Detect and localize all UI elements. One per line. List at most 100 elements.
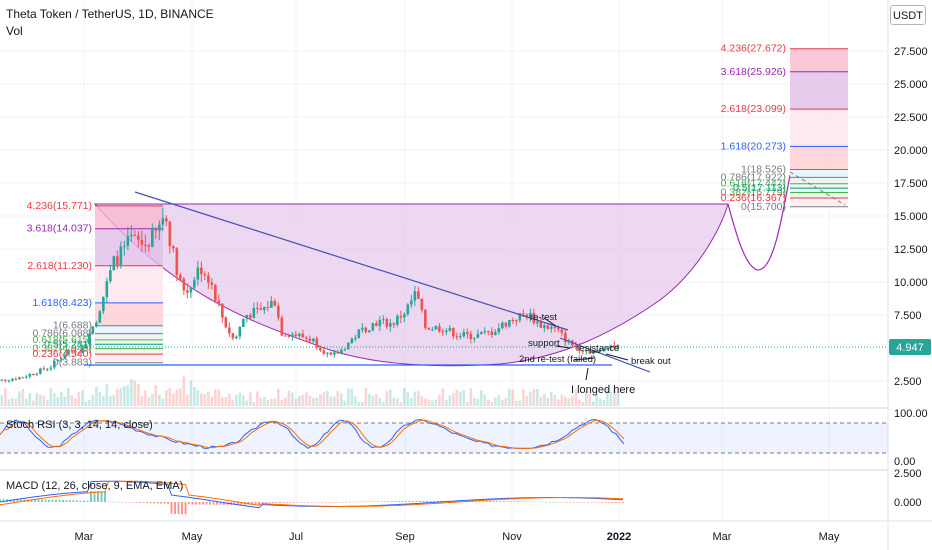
candle-body (564, 332, 567, 343)
fib-right-zone (790, 48, 848, 72)
candle-body (154, 229, 158, 231)
candle-body (434, 326, 438, 330)
volume-bar (375, 394, 378, 406)
volume-bar (140, 396, 144, 406)
macd-hist-bar (233, 502, 236, 505)
macd-tick-2500: 2.500 (894, 468, 922, 480)
macd-hist-bar (251, 502, 253, 505)
candle-body (511, 320, 515, 322)
fib-right-label: 0(15.700) (741, 201, 786, 213)
volume-label[interactable]: Vol (6, 24, 23, 38)
macd-hist-bar (569, 502, 572, 503)
price-axis[interactable]: 27.500 25.000 22.500 20.000 17.500 15.000 12.5… (894, 46, 928, 388)
macd-hist-bar (177, 502, 180, 515)
volume-bar (571, 396, 574, 406)
macd-hist-bar (296, 502, 299, 503)
volume-bar (42, 395, 46, 406)
annotation-breakout: break out (631, 356, 671, 367)
volume-bar (214, 389, 217, 406)
right-fib-trend[interactable] (789, 171, 846, 206)
volume-bar (116, 389, 119, 406)
volume-bar (130, 379, 133, 406)
candle-body (277, 305, 280, 318)
volume-bar (179, 388, 182, 406)
candle-body (18, 377, 21, 380)
macd-hist-bar (219, 502, 222, 505)
currency-button[interactable]: USDT (890, 5, 926, 25)
volume-bar (305, 392, 308, 406)
fib-right-label: 0.5(17.113) (733, 182, 786, 194)
fib-right-zone (790, 197, 848, 207)
chart-title[interactable]: Theta Token / TetherUS, 1D, BINANCE (6, 7, 214, 21)
macd-hist-bar (398, 501, 400, 502)
volume-bar (326, 390, 329, 406)
fib-left-zone (95, 333, 163, 340)
macd-hist-bar (2, 499, 5, 502)
candle-body (200, 267, 203, 274)
candle-body (221, 303, 224, 318)
macd-hist-bar (0, 499, 1, 502)
macd-hist-bar (307, 502, 309, 503)
volume-bar (119, 387, 123, 406)
candle-body (301, 333, 305, 338)
macd-hist-bar (429, 500, 432, 502)
volume-bar (382, 401, 385, 406)
macd-hist-bar (517, 501, 519, 502)
volume-bar (235, 394, 238, 406)
volume-bar (67, 388, 70, 406)
price-candles (0, 207, 620, 383)
macd-label[interactable]: MACD (12, 26, close, 9, EMA, EMA) (6, 480, 183, 492)
candle-body (172, 246, 175, 249)
volume-bar (280, 399, 284, 406)
annotation-arrows (543, 317, 629, 381)
macd-hist-bar (65, 500, 68, 502)
stoch-rsi-label[interactable]: Stoch RSI (3, 3, 14, 14, close) (6, 419, 153, 431)
volume-bar (294, 398, 298, 406)
macd-hist-bar (384, 501, 386, 502)
candle-body (77, 352, 81, 354)
candle-body (186, 290, 189, 293)
candle-body (448, 327, 452, 331)
volume-bar (161, 398, 165, 406)
volume-bar (0, 395, 4, 406)
fib-left-zone (95, 302, 163, 326)
volume-bar (270, 398, 273, 406)
volume-bar (413, 391, 417, 406)
macd-hist-bar (426, 500, 428, 502)
volume-bar (245, 400, 249, 406)
candle-body (116, 256, 119, 265)
candle-body (161, 218, 165, 225)
candle-body (137, 235, 140, 240)
macd-hist-bar (167, 502, 169, 504)
volume-bar (287, 390, 291, 406)
candle-body (32, 373, 35, 375)
macd-hist-bar (331, 502, 334, 503)
fib-extension-right: 4.236(27.672) 3.618(25.926) 2.618(23.099) 1… (721, 43, 848, 213)
candle-body (494, 332, 497, 335)
volume-bar (186, 395, 189, 406)
macd-hist-bar (261, 502, 264, 504)
volume-bar (35, 392, 39, 406)
volume-bar (592, 401, 595, 406)
volume-bar (476, 399, 480, 406)
breakout-line[interactable] (559, 337, 651, 373)
fib-right-label: 2.618(23.099) (721, 103, 786, 115)
downtrend-line[interactable] (134, 191, 569, 331)
cup-fill (93, 203, 729, 367)
macd-hist-bar (433, 500, 435, 502)
volume-bar (574, 388, 578, 406)
candle-body (231, 333, 235, 339)
volume-bar (25, 398, 28, 406)
candle-body (95, 322, 98, 327)
candle-body (179, 275, 182, 279)
volume-bar (7, 399, 11, 406)
candle-body (592, 351, 595, 354)
macd-hist-bar (373, 501, 376, 502)
macd-hist-bar (51, 499, 54, 502)
volume-bar (151, 393, 154, 406)
candle-body (515, 320, 518, 322)
volume-bar (364, 388, 368, 406)
candle-body (616, 344, 620, 348)
candle-body (238, 327, 242, 337)
time-axis[interactable]: Mar May Jul Sep Nov 2022 Mar May (75, 531, 840, 543)
